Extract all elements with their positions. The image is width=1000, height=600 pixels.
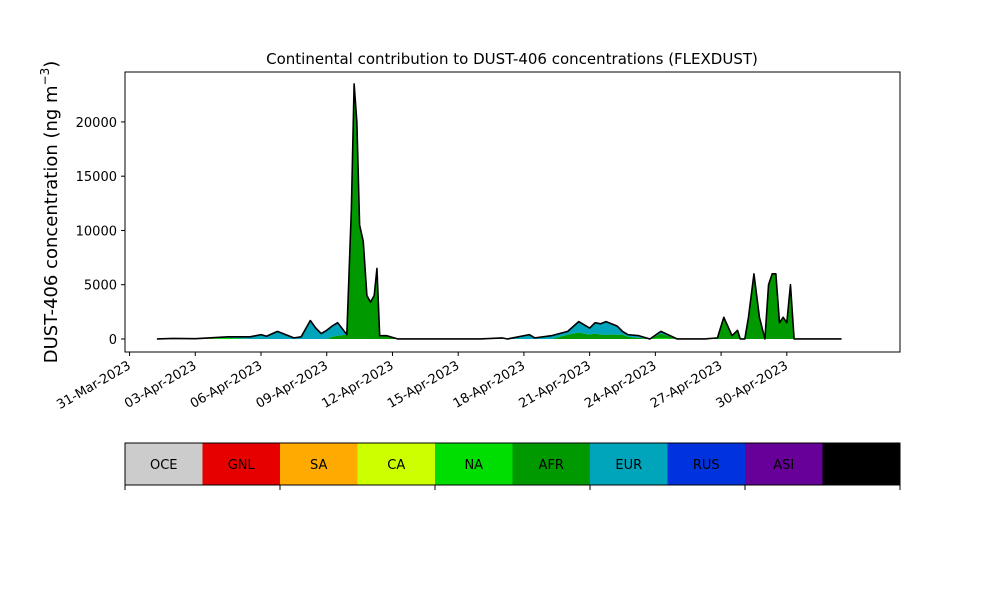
legend-label-eur: EUR bbox=[615, 458, 642, 473]
legend-swatch-oce bbox=[125, 443, 203, 485]
y-axis-label-main: DUST-406 concentration (ng m bbox=[41, 85, 62, 363]
legend-label-rus: RUS bbox=[693, 458, 720, 473]
x-tick-label: 03-Apr-2023 bbox=[122, 358, 199, 411]
area-series-na bbox=[156, 337, 842, 339]
x-tick-label: 30-Apr-2023 bbox=[714, 358, 791, 411]
x-tick-label: 06-Apr-2023 bbox=[188, 358, 265, 411]
y-axis-label-exponent: −3 bbox=[38, 68, 52, 86]
y-tick-label: 10000 bbox=[76, 224, 117, 239]
legend-colorbar: OCE GNL SA CA NA AFR EUR RUS ASI AUS bbox=[124, 442, 901, 490]
y-axis-label: DUST-406 concentration (ng m−3) bbox=[38, 61, 62, 364]
x-tick-label: 27-Apr-2023 bbox=[648, 358, 725, 411]
legend-label-afr: AFR bbox=[539, 458, 564, 473]
legend-swatch-eur bbox=[590, 443, 668, 485]
x-axis-ticks: 31-Mar-202303-Apr-202306-Apr-202309-Apr-… bbox=[54, 352, 791, 413]
legend-label-asi: ASI bbox=[773, 458, 794, 473]
y-axis-label-close: ) bbox=[41, 61, 62, 68]
legend-swatch-sa bbox=[280, 443, 358, 485]
x-tick-label: 18-Apr-2023 bbox=[451, 358, 528, 411]
legend-swatch-gnl bbox=[202, 443, 280, 485]
legend-label-sa: SA bbox=[310, 458, 327, 473]
y-axis-ticks: 0 5000 10000 15000 20000 bbox=[76, 116, 125, 348]
legend-swatch-afr bbox=[512, 443, 590, 485]
area-series-eur bbox=[156, 83, 842, 339]
area-series-asi bbox=[156, 83, 842, 339]
legend-frame bbox=[124, 442, 901, 486]
legend-swatch-rus bbox=[667, 443, 745, 485]
y-tick-label: 15000 bbox=[76, 170, 117, 185]
legend-label-ca: CA bbox=[387, 458, 405, 473]
chart-title: Continental contribution to DUST-406 con… bbox=[266, 50, 758, 68]
legend-label-aus: AUS bbox=[848, 458, 875, 473]
legend-swatch-asi bbox=[745, 443, 823, 485]
x-tick-label: 15-Apr-2023 bbox=[385, 358, 462, 411]
y-tick-label: 0 bbox=[109, 333, 117, 348]
total-outline bbox=[156, 83, 842, 340]
y-tick-label: 20000 bbox=[76, 116, 117, 131]
x-tick-label: 12-Apr-2023 bbox=[319, 358, 396, 411]
legend-swatch-na bbox=[435, 443, 513, 485]
area-series-aus bbox=[156, 83, 842, 339]
x-tick-label: 21-Apr-2023 bbox=[517, 358, 594, 411]
series-layer bbox=[156, 83, 842, 339]
y-tick-label: 5000 bbox=[84, 279, 117, 294]
x-tick-label: 24-Apr-2023 bbox=[582, 358, 659, 411]
legend-swatch-aus bbox=[822, 443, 900, 485]
legend-label-na: NA bbox=[464, 458, 483, 473]
plot-frame bbox=[124, 71, 901, 353]
area-series-rus bbox=[156, 83, 842, 339]
x-tick-label: 31-Mar-2023 bbox=[54, 358, 133, 412]
legend-label-oce: OCE bbox=[150, 458, 178, 473]
x-tick-label: 09-Apr-2023 bbox=[254, 358, 331, 411]
area-series-afr bbox=[156, 83, 842, 339]
legend-label-gnl: GNL bbox=[228, 458, 256, 473]
legend-swatch-ca bbox=[357, 443, 435, 485]
